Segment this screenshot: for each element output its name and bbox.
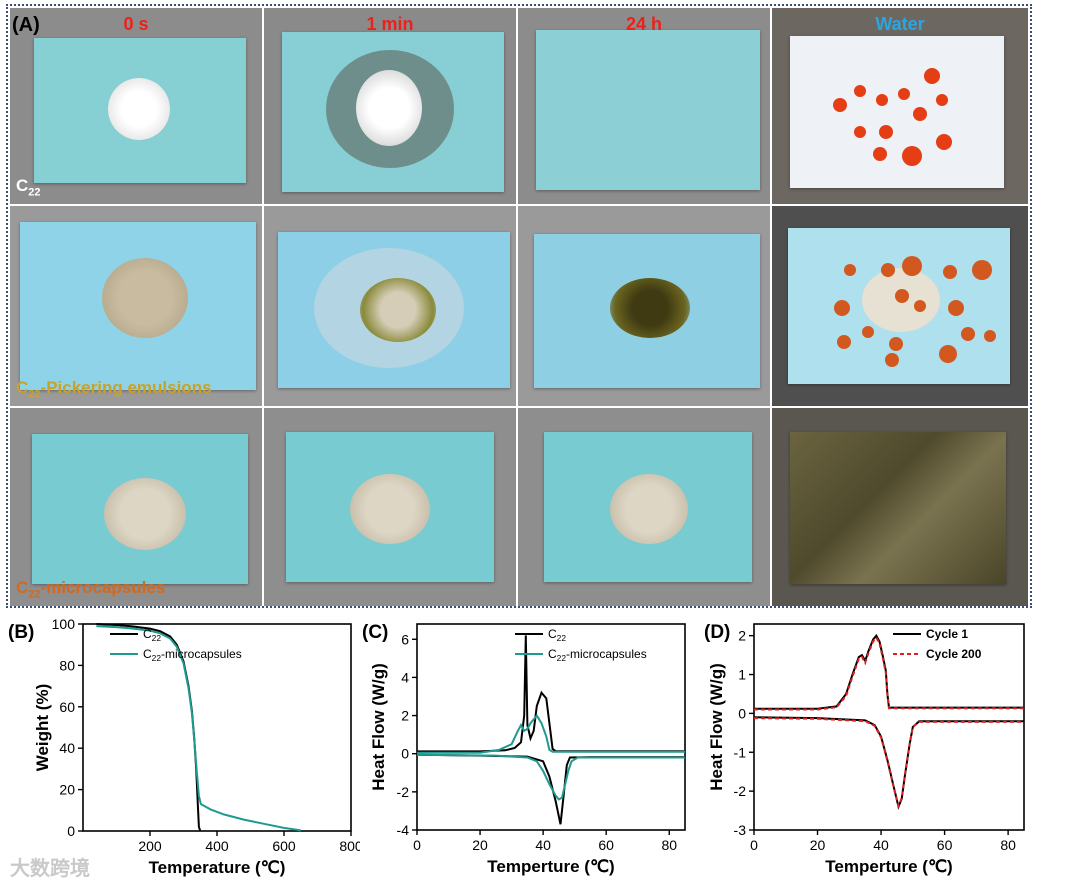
x-tick-label: 600 — [272, 838, 296, 854]
series-line-2 — [754, 635, 1024, 711]
column-label-water: Water — [875, 14, 925, 34]
legend-label: C22 — [143, 627, 161, 643]
watermark: 大数跨境 — [10, 858, 90, 880]
photo-c22-1min — [264, 8, 516, 204]
series-line-0 — [417, 635, 685, 753]
y-tick-label: -2 — [734, 783, 747, 799]
x-tick-label: 80 — [661, 837, 677, 853]
series-line-1 — [96, 625, 301, 832]
photo-c22-water — [772, 8, 1028, 204]
x-axis-label: Temperture (℃) — [825, 857, 952, 876]
photo-microcapsules-24h — [518, 408, 770, 606]
legend-label: C22-microcapsules — [143, 647, 242, 663]
column-label-24h: 24 h — [625, 14, 663, 34]
column-label-0s: 0 s — [123, 14, 149, 34]
photo-emulsion-1min — [264, 206, 516, 406]
photo-microcapsules-water — [772, 408, 1028, 606]
photo-c22-0s — [10, 8, 262, 204]
y-tick-label: 20 — [59, 782, 75, 798]
x-tick-label: 60 — [598, 837, 614, 853]
series-line-3 — [753, 717, 1024, 810]
legend-label: C22 — [548, 627, 566, 643]
photo-emulsion-0s — [10, 206, 262, 406]
y-axis-label: Heat Flow (W/g) — [707, 663, 726, 790]
column-label-1min: 1 min — [366, 14, 414, 34]
panel-label: (B) — [8, 622, 34, 643]
x-tick-label: 200 — [138, 838, 162, 854]
y-tick-label: 80 — [59, 657, 75, 673]
panel-label: (C) — [362, 622, 388, 643]
legend-label: Cycle 200 — [926, 647, 982, 661]
plot-frame — [416, 623, 686, 831]
series-line-1 — [753, 716, 1024, 810]
x-tick-label: 60 — [937, 837, 953, 853]
series-line-1 — [416, 753, 685, 825]
y-tick-label: 0 — [67, 823, 75, 839]
y-tick-label: 2 — [401, 708, 409, 724]
photo-c22-24h — [518, 8, 770, 204]
x-tick-label: 800 — [339, 838, 360, 854]
y-tick-label: 4 — [401, 669, 409, 685]
series-line-0 — [754, 633, 1024, 710]
chart-d-dsc-cycles: (D) 0 20 40 60 80 -3 -2 -1 0 1 2 Temperture (℃) Heat … — [704, 622, 1025, 876]
series-line-3 — [416, 753, 685, 801]
y-tick-label: -3 — [734, 822, 747, 838]
chart-b-tga: (B) 200 400 600 800 0 20 40 60 80 100 Temperature (… — [8, 616, 360, 877]
y-tick-label: 60 — [59, 699, 75, 715]
x-axis-label: Temperture (℃) — [487, 857, 614, 876]
water-droplets — [833, 68, 996, 367]
chart-c-dsc: (C) 0 20 40 60 80 -4 -2 0 2 4 6 Temperture (℃) Heat F… — [362, 622, 686, 876]
x-tick-label: 40 — [535, 837, 551, 853]
y-axis-label: Heat Flow (W/g) — [369, 663, 388, 790]
panel-label-a: (A) — [12, 14, 40, 36]
y-tick-label: 0 — [401, 746, 409, 762]
y-tick-label: 1 — [738, 667, 746, 683]
photo-microcapsules-0s — [10, 408, 262, 606]
plot-frame — [753, 623, 1025, 831]
row-label-c22: C22 — [16, 176, 41, 199]
x-tick-label: 0 — [750, 837, 758, 853]
y-tick-label: -1 — [734, 744, 747, 760]
x-tick-label: 80 — [1000, 837, 1016, 853]
x-tick-label: 20 — [472, 837, 488, 853]
x-tick-label: 0 — [413, 837, 421, 853]
panel-label: (D) — [704, 622, 730, 643]
row-label-microcapsules: C22-microcapsules — [16, 578, 166, 601]
y-tick-label: -2 — [397, 784, 410, 800]
photo-microcapsules-1min — [264, 408, 516, 606]
x-axis-label: Temperature (℃) — [149, 858, 286, 877]
y-axis-label: Weight (%) — [33, 684, 52, 772]
legend-label: Cycle 1 — [926, 627, 968, 641]
y-tick-label: 40 — [59, 740, 75, 756]
y-tick-label: 2 — [738, 628, 746, 644]
y-tick-label: 100 — [52, 616, 76, 632]
y-tick-label: 6 — [401, 631, 409, 647]
y-tick-label: 0 — [738, 705, 746, 721]
x-tick-label: 20 — [810, 837, 826, 853]
legend-label: C22-microcapsules — [548, 647, 647, 663]
series-line-2 — [417, 713, 685, 754]
y-tick-label: -4 — [397, 822, 410, 838]
photo-grid-panel: (A) 0 s 1 min 24 h Water C22 C22-Pickeri… — [6, 4, 1032, 608]
row-label-pickering-emulsions: C22-Pickering emulsions — [16, 378, 212, 401]
x-tick-label: 400 — [205, 838, 229, 854]
photo-emulsion-24h — [518, 206, 770, 406]
x-tick-label: 40 — [873, 837, 889, 853]
